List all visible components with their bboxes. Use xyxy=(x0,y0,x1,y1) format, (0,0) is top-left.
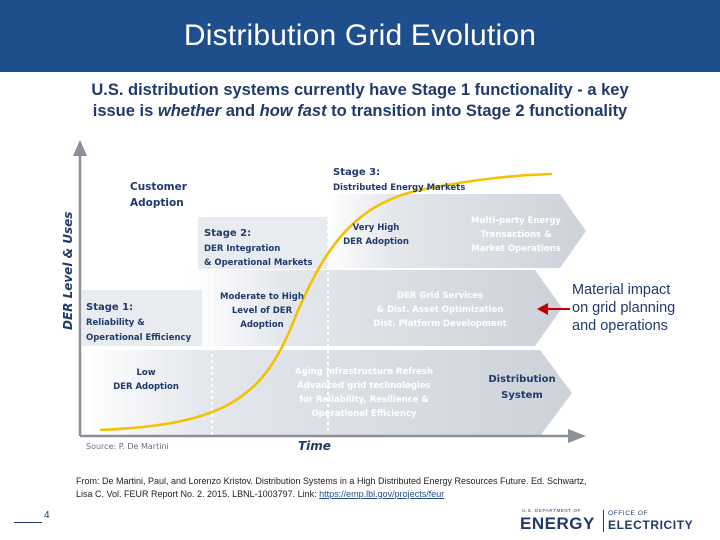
stage3-title: Stage 3: xyxy=(333,167,380,178)
multiparty-line1: Multi-party Energy xyxy=(471,216,561,226)
very-high-der-line2: DER Adoption xyxy=(343,237,409,247)
logo-divider xyxy=(603,510,604,532)
callout-text: Material impact on grid planning and ope… xyxy=(572,281,712,335)
stage1-line3: Operational Efficiency xyxy=(86,333,192,343)
der-grid-services-line1: DER Grid Services xyxy=(397,291,483,301)
doe-logo: U.S. DEPARTMENT OF ENERGY OFFICE OF ELEC… xyxy=(520,508,710,534)
stage1-line2: Reliability & xyxy=(86,318,145,328)
subtitle-text-b: and xyxy=(221,102,260,120)
subtitle-emphasis-how-fast: how fast xyxy=(259,102,327,120)
adoption-curve xyxy=(99,172,553,432)
citation-text: Lisa C. Vol. FEUR Report No. 2. 2015. LB… xyxy=(76,489,320,499)
subtitle-text-c: to transition into Stage 2 functionality xyxy=(326,102,628,120)
aging-infra-line3: for Reliability, Resilience & xyxy=(299,395,429,405)
stage1-block xyxy=(82,290,202,346)
subtitle: U.S. distribution systems currently have… xyxy=(40,80,680,122)
moderate-der-line3: Adoption xyxy=(240,320,283,330)
stage2-title: Stage 2: xyxy=(204,228,251,239)
callout-line-3: and operations xyxy=(572,318,668,334)
x-axis-label: Time xyxy=(298,439,331,453)
aging-infra-line1: Aging Infrastructure Refresh xyxy=(295,367,433,377)
page-number: 4 xyxy=(44,510,50,521)
subtitle-text-a: issue is xyxy=(92,102,158,120)
multiparty-line2: Transactions & xyxy=(481,230,553,240)
x-axis-arrowhead xyxy=(568,429,586,443)
callout-line-1: Material impact xyxy=(572,282,671,298)
page-rule xyxy=(14,522,42,523)
stage2-line3: & Operational Markets xyxy=(204,258,313,268)
subtitle-line-2: issue is whether and how fast to transit… xyxy=(40,101,680,122)
stage2-line2: DER Integration xyxy=(204,244,280,254)
callout-arrowhead xyxy=(537,303,548,315)
moderate-der-line1: Moderate to High xyxy=(220,292,304,302)
aging-infra-line4: Operational Efficiency xyxy=(311,409,417,419)
source-label: Source: P. De Martini xyxy=(86,442,169,451)
low-der-line1: Low xyxy=(136,368,155,378)
logo-energy-text: ENERGY xyxy=(520,514,595,533)
callout-line-2: on grid planning xyxy=(572,300,676,316)
citation-line-2: Lisa C. Vol. FEUR Report No. 2. 2015. LB… xyxy=(76,488,676,501)
customer-adoption-line2: Adoption xyxy=(130,197,184,209)
aging-infra-line2: Advanced grid technologies xyxy=(297,381,430,391)
multiparty-line3: Market Operations xyxy=(471,244,561,254)
logo-electricity-text: ELECTRICITY xyxy=(608,518,694,532)
der-grid-services-line2: & Dist. Asset Optimization xyxy=(377,305,504,315)
stage-arrow-middle xyxy=(190,270,562,346)
logo-office-text: OFFICE OF xyxy=(608,510,649,517)
stage-arrow-top xyxy=(328,194,586,268)
stage3-line2: Distributed Energy Markets xyxy=(333,183,465,193)
subtitle-emphasis-whether: whether xyxy=(157,102,222,120)
title-bar: Distribution Grid Evolution xyxy=(0,0,720,72)
distribution-system-line2: System xyxy=(501,390,543,401)
very-high-der-line1: Very High xyxy=(353,223,400,233)
y-axis-arrowhead xyxy=(73,140,87,156)
distribution-system-line1: Distribution xyxy=(488,374,555,385)
subtitle-line-1: U.S. distribution systems currently have… xyxy=(91,81,629,99)
citation-line-1: From: De Martini, Paul, and Lorenzo Kris… xyxy=(76,476,587,486)
citation-link[interactable]: https://emp.lbl.gov/projects/feur xyxy=(319,489,445,499)
stage2-block xyxy=(198,217,328,269)
page-title: Distribution Grid Evolution xyxy=(183,19,537,52)
citation: From: De Martini, Paul, and Lorenzo Kris… xyxy=(76,475,676,501)
low-der-line2: DER Adoption xyxy=(113,382,179,392)
moderate-der-line2: Level of DER xyxy=(232,306,293,316)
customer-adoption-line1: Customer xyxy=(130,181,188,193)
y-axis-label: DER Level & Uses xyxy=(61,212,75,330)
der-grid-services-line3: Dist. Platform Development xyxy=(373,319,506,329)
stage1-title: Stage 1: xyxy=(86,302,133,313)
logo-doe-text: U.S. DEPARTMENT OF xyxy=(522,508,581,513)
